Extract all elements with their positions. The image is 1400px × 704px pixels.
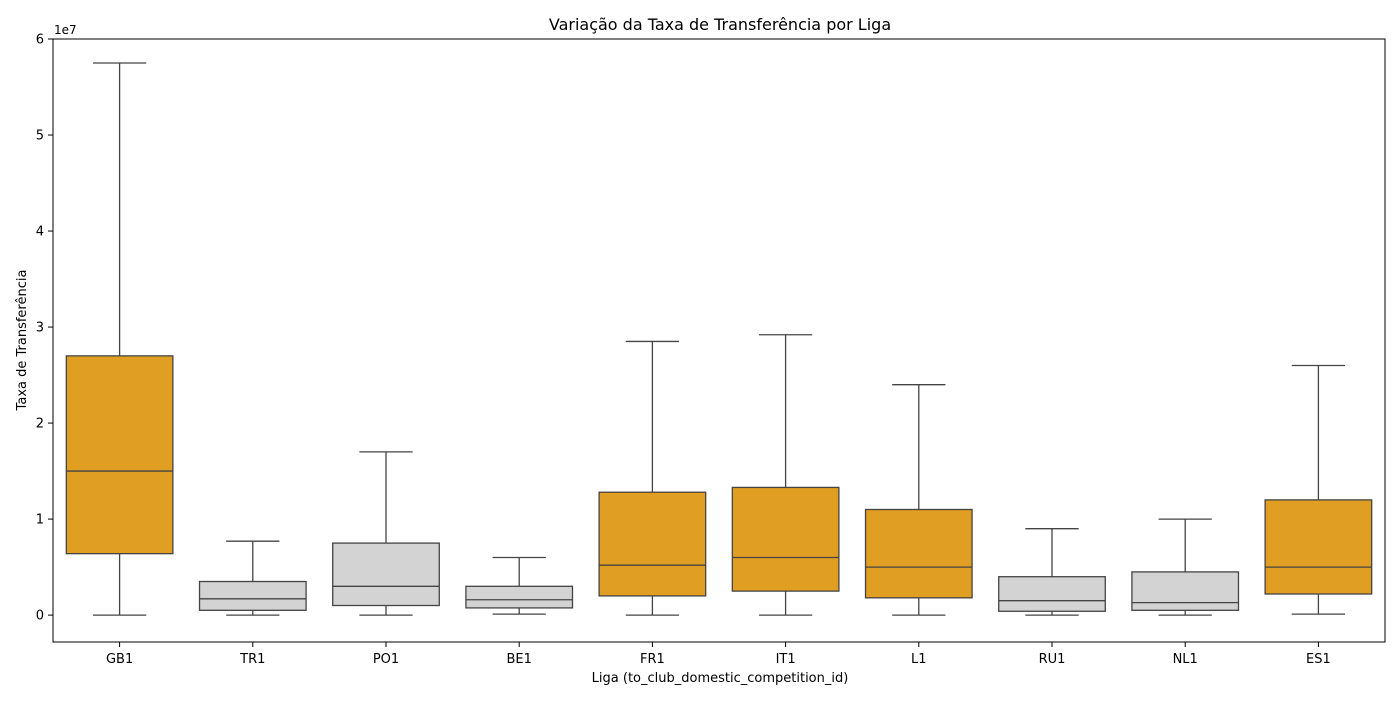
- box-it1: [731, 334, 840, 616]
- chart-title: Variação da Taxa de Transferência por Li…: [549, 15, 891, 34]
- box-gb1: [65, 62, 174, 616]
- y-tick-label: 1: [36, 513, 44, 528]
- box-l1: [864, 384, 973, 616]
- plot-frame: [52, 38, 1386, 643]
- iqr-box: [1264, 499, 1373, 595]
- x-tick-label-gb1: GB1: [106, 652, 133, 667]
- y-tick-label: 4: [36, 225, 44, 240]
- iqr-box: [1131, 571, 1240, 611]
- iqr-box: [731, 486, 840, 592]
- x-tick-label-ru1: RU1: [1039, 652, 1066, 667]
- box-ru1: [998, 528, 1106, 616]
- y-axis-label: Taxa de Transferência: [15, 270, 30, 412]
- x-axis-label: Liga (to_club_domestic_competition_id): [592, 671, 849, 686]
- iqr-box: [332, 542, 440, 607]
- box-es1: [1264, 364, 1373, 615]
- iqr-box: [65, 355, 174, 555]
- box-be1: [465, 556, 574, 615]
- y-tick-label: 0: [36, 609, 44, 624]
- y-axis-offset-label: 1e7: [54, 23, 77, 37]
- y-ticks-layer: 0 1 2 3 4 5 6: [36, 33, 53, 624]
- box-po1: [332, 451, 440, 616]
- iqr-box: [598, 491, 707, 597]
- box-nl1: [1131, 518, 1240, 616]
- iqr-box: [465, 585, 574, 609]
- x-tick-label-tr1: TR1: [239, 652, 265, 667]
- x-tick-label-nl1: NL1: [1173, 652, 1198, 667]
- x-tick-label-be1: BE1: [506, 652, 531, 667]
- x-tick-label-es1: ES1: [1306, 652, 1331, 667]
- y-tick-label: 6: [36, 33, 44, 48]
- box-fr1: [598, 340, 707, 616]
- x-ticks-layer: GB1 TR1 PO1 BE1 FR1 IT1 L1 RU1 NL1 ES1: [106, 642, 1331, 667]
- y-tick-label: 3: [36, 321, 44, 336]
- boxes-layer: [65, 62, 1373, 616]
- y-tick-label: 5: [36, 129, 44, 144]
- box-tr1: [198, 540, 307, 616]
- y-tick-label: 2: [36, 417, 44, 432]
- x-tick-label-po1: PO1: [373, 652, 399, 667]
- x-tick-label-it1: IT1: [776, 652, 796, 667]
- x-tick-label-l1: L1: [911, 652, 927, 667]
- x-tick-label-fr1: FR1: [640, 652, 665, 667]
- iqr-box: [198, 580, 307, 611]
- iqr-box: [864, 508, 973, 599]
- iqr-box: [998, 576, 1106, 612]
